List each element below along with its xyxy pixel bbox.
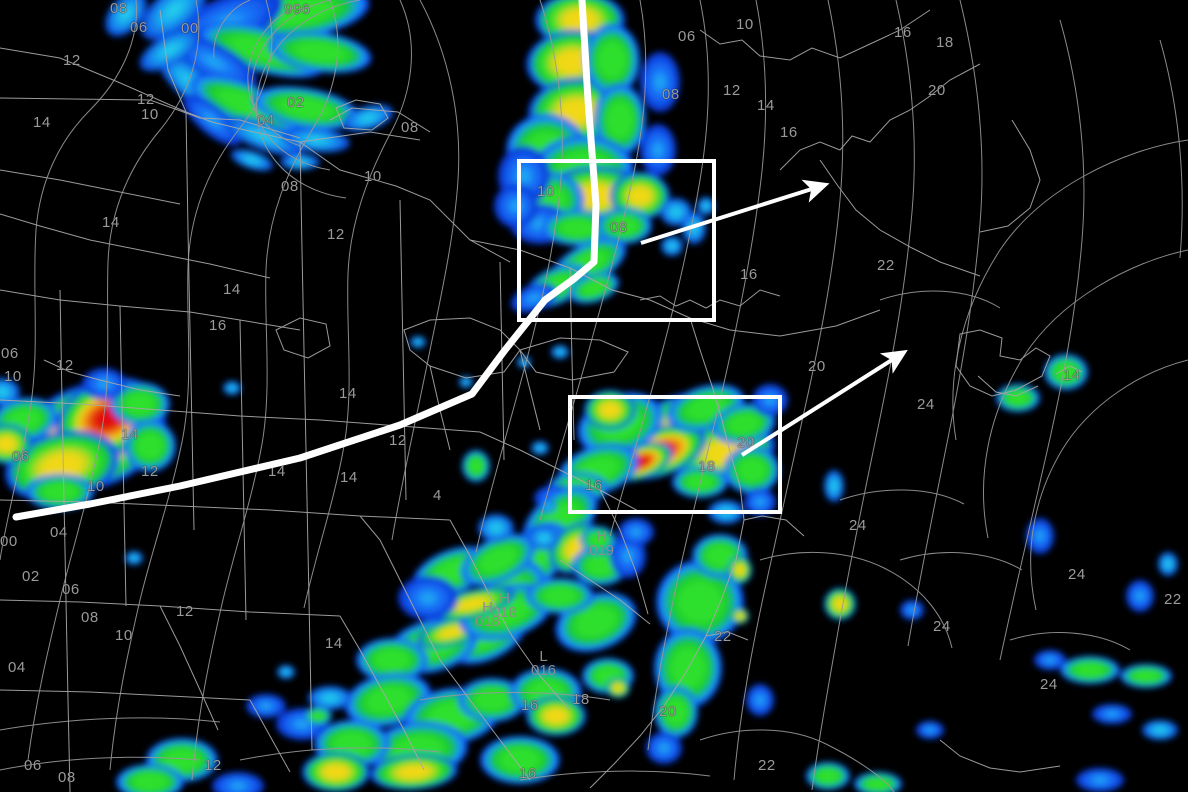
isobar-label: 06 [678,28,696,45]
pressure-center-value: 018 [475,613,501,630]
isobar-label: 14 [757,97,775,114]
isobar-label: 08 [662,86,680,103]
isobar-label: 10 [736,16,754,33]
isobar-label: 08 [58,769,76,786]
isobar-label: 24 [849,517,867,534]
pressure-center-value: 016 [531,662,557,679]
isobar-label: 16 [780,124,798,141]
pressure-center-h: H 018 [492,590,518,621]
isobar-label: 16 [740,266,758,283]
pressure-center-type: L [539,648,548,665]
isobar-label: 22 [758,757,776,774]
isobar-label: 22 [714,628,732,645]
isobar-label: 12 [204,757,222,774]
isobar-label: 06 [62,581,80,598]
isobar-label: 14 [1063,367,1081,384]
map-footer: * NAM12 ETA Model MSLP (mb) 08.12 57HR W… [0,750,1188,792]
isobar-label: 22 [1164,591,1182,608]
pressure-center-value: 018 [492,604,518,621]
isobar-label: 24 [1040,676,1058,693]
pressure-center-h: H 019 [589,528,615,559]
isobar-label: 10 [115,627,133,644]
isobar-label: 18 [572,691,590,708]
isobar-label: 20 [659,703,677,720]
isobar-label: 24 [1068,566,1086,583]
isobar-label: 14 [325,635,343,652]
pressure-center-type: H [596,528,607,545]
pressure-center-type: H [499,590,510,607]
isobar-label: 16 [894,24,912,41]
isobar-label: 02 [22,568,40,585]
isobar-label: 06 [24,757,42,774]
isobar-label: 20 [928,82,946,99]
isobar-label: 04 [50,524,68,541]
pressure-center-type: H [482,599,493,616]
isobar-label: 22 [877,257,895,274]
isobar-label: 24 [917,396,935,413]
isobar-label: 00 [0,533,18,550]
isobar-label: 12 [176,603,194,620]
isobar-label: 16 [519,765,537,782]
isobar-label: 24 [933,618,951,635]
pressure-center-l: L 016 [531,648,557,679]
isobar-label: 08 [81,609,99,626]
pressure-center-h: H 018 [475,599,501,630]
isobar-label: 18 [936,34,954,51]
isobar-label: 16 [521,697,539,714]
isobar-label: 12 [723,82,741,99]
pressure-center-value: 019 [589,542,615,559]
isobar-label: 04 [8,659,26,676]
